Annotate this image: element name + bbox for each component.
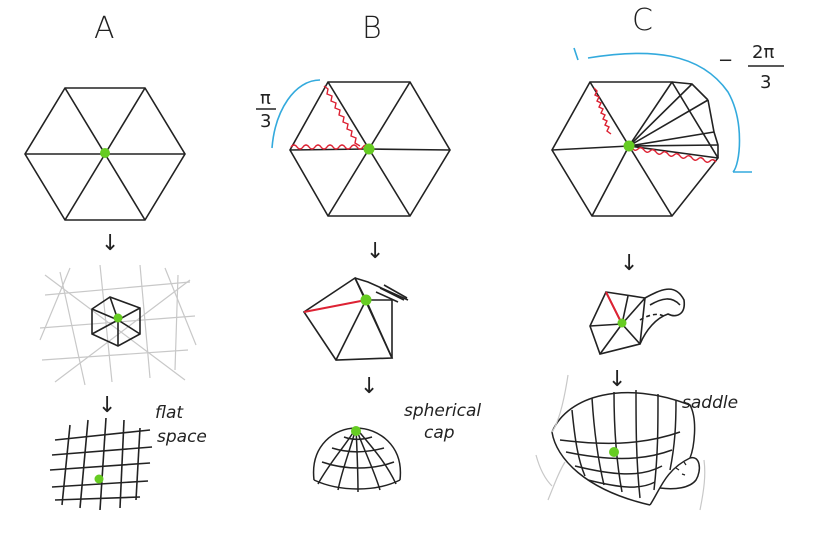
panel-a-vertex [100, 148, 110, 158]
panel-a-flat-vertex [94, 474, 104, 484]
panel-a-flat-grid [49, 417, 153, 511]
panel-c-angle-arc [587, 52, 741, 173]
panel-b-angle-arc [271, 79, 321, 149]
panel-a: A ↓ [24, 11, 207, 511]
panel-b-label-line-1: spherical [404, 401, 481, 421]
panel-c-faint-guides [535, 374, 706, 511]
panel-b-title: B [362, 11, 382, 46]
panel-c-hexagon [551, 81, 719, 217]
panel-c-arrow-2: ↓ [608, 367, 626, 392]
panel-b-folded-vertex [360, 294, 372, 306]
panel-b-folded-pentagon [302, 276, 409, 361]
panel-c-cut-edges [593, 87, 717, 163]
panel-a-lattice [39, 264, 197, 386]
panel-c-label-line-1: saddle [682, 393, 738, 413]
panel-c-angle-arc-start [573, 47, 579, 61]
panel-a-arrow-2: ↓ [98, 393, 116, 418]
panel-c-angle-den: 3 [760, 72, 771, 93]
panel-b-arrow-2: ↓ [360, 374, 378, 399]
panel-b-angle-den: 3 [260, 111, 271, 132]
panel-b: B π 3 ↓ [256, 11, 481, 493]
panel-b-hexagon [289, 81, 451, 217]
panel-c-title: C [632, 3, 653, 38]
panel-c: C − 2π 3 ↓ [535, 3, 784, 511]
panel-c-arrow-1: ↓ [620, 251, 638, 276]
panel-b-spherical-cap [312, 427, 402, 493]
panel-c-angle-sign: − [718, 50, 733, 71]
panel-a-label-line-2: space [157, 427, 207, 447]
panel-a-label-line-1: flat [155, 403, 184, 423]
panel-c-angle-num: 2π [752, 42, 774, 63]
panel-a-hexagon [24, 87, 186, 221]
panel-c-saddle-vertex [609, 447, 619, 457]
panel-c-vertex [623, 140, 635, 152]
panel-b-label-line-2: cap [424, 423, 455, 443]
panel-b-cap-vertex [351, 426, 361, 436]
panel-b-glued-edge [303, 299, 367, 313]
panel-b-vertex [363, 143, 375, 155]
panel-b-angle-num: π [260, 88, 271, 109]
panel-a-title: A [94, 11, 115, 46]
panel-c-glued-edge [605, 291, 623, 325]
panel-b-cut-edges [290, 85, 370, 150]
panel-c-folded-vertex [617, 318, 627, 328]
panel-a-arrow-1: ↓ [101, 231, 119, 256]
panel-c-saddle [551, 389, 701, 506]
panel-c-folded-shape [589, 288, 686, 355]
panel-b-arrow-1: ↓ [366, 239, 384, 264]
panel-a-small-vertex [113, 313, 123, 323]
